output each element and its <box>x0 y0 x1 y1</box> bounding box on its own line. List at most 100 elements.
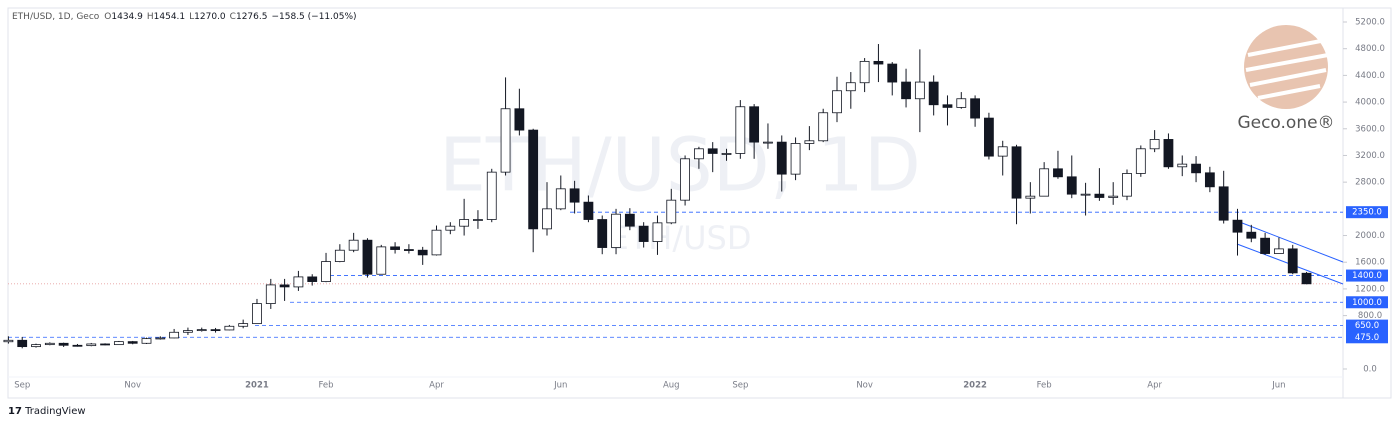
candle-body <box>1204 172 1215 188</box>
candle-body <box>804 140 815 144</box>
x-tick-label: Sep <box>732 381 748 391</box>
y-tick-label: 2000.0 <box>1355 231 1385 241</box>
candle-body <box>141 338 152 344</box>
candle-body <box>1274 248 1284 254</box>
candle-body <box>1232 219 1243 233</box>
x-tick-label: Nov <box>124 381 141 391</box>
symbol: ETH/USD, 1D, Geco <box>12 12 100 22</box>
candle-body <box>997 146 1008 157</box>
candle-body <box>776 141 787 175</box>
y-tick-label: 1200.0 <box>1355 284 1385 294</box>
candle-body <box>873 60 884 65</box>
level-label: 650.0 <box>1355 321 1379 331</box>
candle-body <box>1260 237 1271 254</box>
y-tick-label: 2800.0 <box>1355 178 1385 188</box>
candle-body <box>528 129 539 230</box>
candle-body <box>44 342 55 346</box>
candle-body <box>403 249 414 251</box>
level-badge <box>1346 296 1388 309</box>
candle-body <box>500 108 511 173</box>
ohlc-key: C <box>229 12 236 22</box>
candle-body <box>431 229 442 256</box>
x-tick-label: 2022 <box>963 381 987 391</box>
candle-body <box>569 188 580 203</box>
y-tick-label: 5200.0 <box>1355 18 1385 28</box>
candle-body <box>238 323 249 327</box>
level-label: 1000.0 <box>1352 298 1382 308</box>
y-tick-label: 3200.0 <box>1355 151 1385 161</box>
candle-body <box>1287 248 1298 274</box>
candle-body <box>58 342 69 346</box>
candle-body <box>707 148 718 154</box>
ohlc-key: L <box>189 12 195 22</box>
ohlc-value: 1270.0 <box>194 12 226 22</box>
ohlc-value: 1454.1 <box>153 12 186 22</box>
candle-body <box>113 341 124 346</box>
symbol-header: ETH/USD, 1D, Geco O1434.9 H1454.1 L1270.0 C1… <box>12 12 357 22</box>
ohlc-key: H <box>146 12 154 22</box>
candle-body <box>127 341 138 344</box>
candle-body <box>1122 173 1132 197</box>
candle-body <box>942 104 953 108</box>
candle-body <box>970 98 980 119</box>
candle-body <box>638 225 649 242</box>
logo-icon <box>1244 25 1329 109</box>
candle-body <box>169 331 180 339</box>
watermark: ETH/USD, 1D <box>439 123 921 209</box>
candle-body <box>680 158 690 201</box>
candle-body <box>1177 163 1188 168</box>
level-label: 1400.0 <box>1352 271 1382 281</box>
candle-body <box>155 337 166 340</box>
candle-body <box>1191 163 1201 174</box>
y-tick-label: 3600.0 <box>1355 124 1385 134</box>
logo-text: Geco.one® <box>1237 113 1334 133</box>
candle-body <box>210 329 221 332</box>
level-badge <box>1346 269 1388 282</box>
y-tick-label: 4400.0 <box>1355 71 1385 81</box>
candle-body <box>583 201 594 220</box>
level-label: 2350.0 <box>1352 208 1382 218</box>
candle-body <box>1246 231 1257 239</box>
candle-body <box>735 106 746 154</box>
candle-body <box>362 239 373 275</box>
candle-body <box>887 63 898 83</box>
candle-body <box>1163 139 1174 168</box>
x-tick-label: Jun <box>1271 381 1285 391</box>
frame <box>7 7 1392 399</box>
candle-body <box>265 284 276 304</box>
candle-body <box>31 344 41 348</box>
x-tick-label: Aug <box>663 381 680 391</box>
x-tick-label: Feb <box>1037 381 1052 391</box>
candle-body <box>348 239 359 251</box>
candle-body <box>1039 168 1050 197</box>
candle-body <box>376 246 387 275</box>
candle-body <box>321 261 331 282</box>
candle-body <box>224 325 235 331</box>
candle-body <box>1053 168 1063 178</box>
candle-body <box>390 246 400 250</box>
y-tick-label: 4000.0 <box>1355 98 1385 108</box>
candle-body <box>624 213 635 227</box>
footer: 𝟭𝟳 TradingView <box>8 406 86 417</box>
candle-body <box>542 208 552 230</box>
candle-body <box>984 117 994 157</box>
candle-body <box>307 276 318 282</box>
candle-body <box>1301 272 1312 285</box>
candle-body <box>72 344 83 347</box>
footer-text: TradingView <box>25 406 86 417</box>
candle-body <box>473 219 483 221</box>
candle-body <box>914 81 925 100</box>
candle-body <box>1080 193 1091 196</box>
candle-body <box>611 213 621 248</box>
level-badge <box>1346 319 1388 332</box>
level-badge <box>1346 206 1388 219</box>
y-tick-label: 0.0 <box>1363 364 1377 374</box>
level-label: 475.0 <box>1355 333 1379 343</box>
x-tick-label: 2021 <box>245 381 269 391</box>
y-tick-label: 800.0 <box>1358 311 1382 321</box>
candle-body <box>196 329 207 332</box>
y-tick-label: 4800.0 <box>1355 44 1385 54</box>
change: −158.5 (−11.05%) <box>271 12 357 22</box>
